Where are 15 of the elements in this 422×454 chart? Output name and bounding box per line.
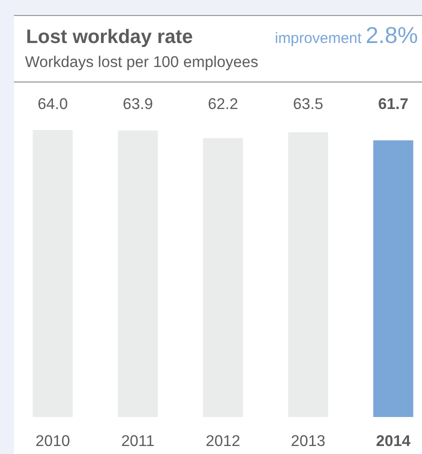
data-label: 63.5 <box>293 96 324 113</box>
text: improvement <box>274 30 362 47</box>
data-label: 64.0 <box>38 96 68 113</box>
bar <box>373 140 414 417</box>
text: 2.8% <box>366 22 418 48</box>
data-label: 62.2 <box>208 96 238 113</box>
x-tick-label: 2013 <box>290 433 326 450</box>
x-tick-label: 2012 <box>206 433 240 450</box>
x-tick-label: 2011 <box>121 433 155 450</box>
chart-title: Lost workday rate <box>26 26 194 48</box>
chart-subtitle: Workdays lost per 100 employees <box>25 54 258 71</box>
data-label: 63.9 <box>122 96 153 113</box>
x-tick-label: 2010 <box>35 433 70 450</box>
x-tick-label: 2014 <box>376 433 411 450</box>
data-label: 61.7 <box>378 96 408 113</box>
